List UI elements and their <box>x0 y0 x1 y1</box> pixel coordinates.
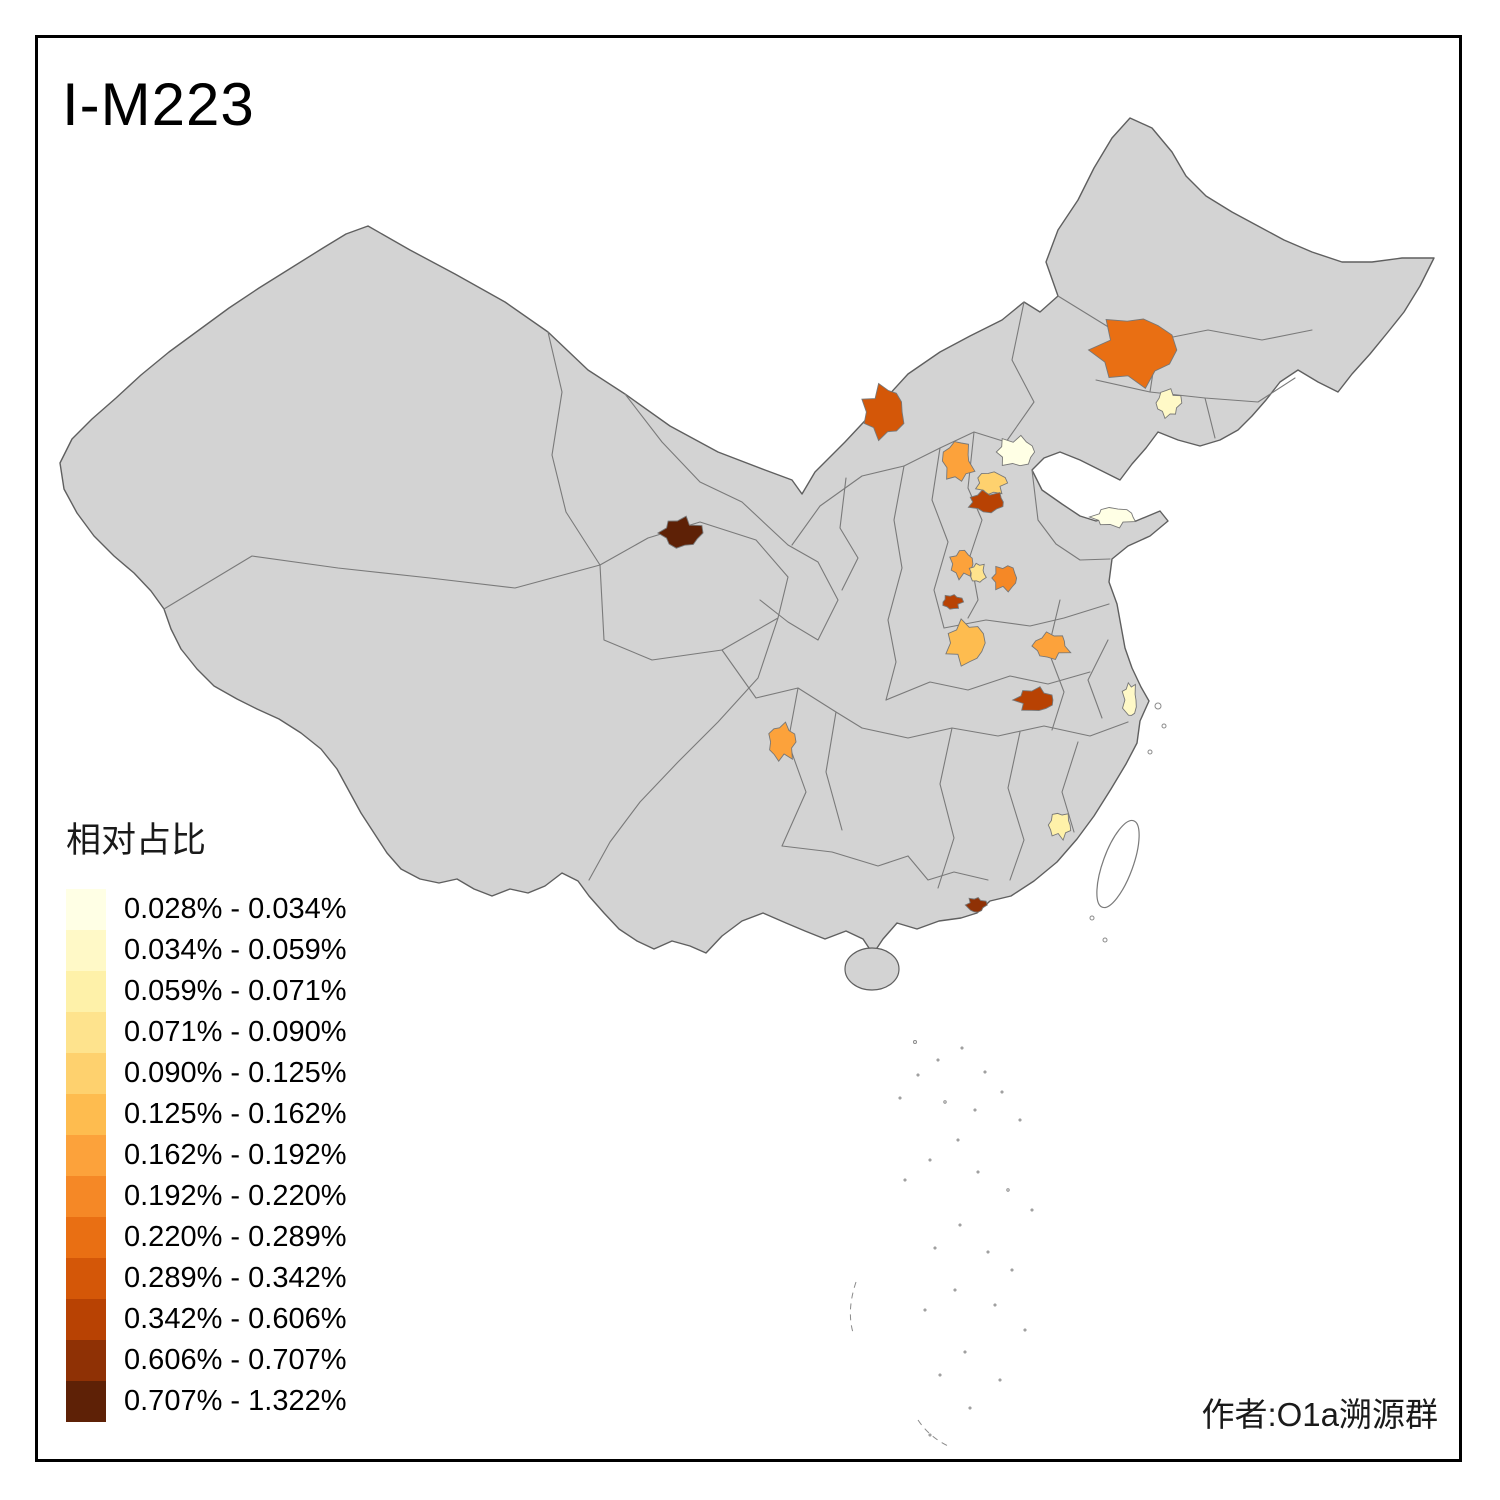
legend-swatch <box>66 1094 106 1135</box>
highlight-region <box>967 489 1004 514</box>
highlight-region <box>964 896 988 913</box>
legend-row: 0.606% - 0.707% <box>66 1340 346 1381</box>
legend-range-label: 0.125% - 0.162% <box>124 1098 347 1130</box>
legend-swatch <box>66 1053 106 1094</box>
highlight-region <box>995 434 1036 467</box>
legend-swatch <box>66 1012 106 1053</box>
legend-swatch <box>66 1381 106 1422</box>
legend-title: 相对占比 <box>66 821 207 860</box>
legend-swatch <box>66 971 106 1012</box>
highlight-region <box>1155 388 1183 420</box>
legend-range-label: 0.606% - 0.707% <box>124 1344 347 1376</box>
page-title: I-M223 <box>62 71 255 138</box>
highlight-region <box>1087 318 1178 389</box>
legend-swatch <box>66 1340 106 1381</box>
highlight-region <box>1088 507 1137 529</box>
legend-swatch <box>66 1299 106 1340</box>
legend-row: 0.289% - 0.342% <box>66 1258 346 1299</box>
legend-range-label: 0.028% - 0.034% <box>124 893 347 925</box>
highlight-region <box>1011 686 1054 711</box>
highlight-region <box>1031 631 1072 661</box>
south-china-sea-islets <box>849 1040 1034 1447</box>
legend-row: 0.059% - 0.071% <box>66 971 346 1012</box>
highlight-region <box>945 618 986 667</box>
highlight-region <box>768 721 797 762</box>
highlight-region <box>1047 812 1072 842</box>
legend-range-label: 0.034% - 0.059% <box>124 934 347 966</box>
highlight-region <box>968 562 987 583</box>
legend-range-label: 0.289% - 0.342% <box>124 1262 347 1294</box>
highlight-region <box>657 515 704 549</box>
legend-swatch <box>66 1135 106 1176</box>
legend-range-label: 0.059% - 0.071% <box>124 975 347 1007</box>
legend-swatch <box>66 1258 106 1299</box>
legend-range-label: 0.342% - 0.606% <box>124 1303 347 1335</box>
legend-swatch <box>66 889 106 930</box>
hainan-island <box>844 947 900 991</box>
legend-row: 0.071% - 0.090% <box>66 1012 346 1053</box>
highlight-region <box>942 594 965 610</box>
legend-row: 0.707% - 1.322% <box>66 1381 346 1422</box>
mainland-outline <box>59 117 1435 955</box>
legend-range-label: 0.162% - 0.192% <box>124 1139 347 1171</box>
legend-row: 0.125% - 0.162% <box>66 1094 346 1135</box>
highlight-region <box>949 549 974 581</box>
coastal-islets <box>1089 702 1167 943</box>
legend-range-label: 0.090% - 0.125% <box>124 1057 347 1089</box>
highlight-region <box>991 565 1018 593</box>
legend-swatch <box>66 1176 106 1217</box>
legend-swatch <box>66 930 106 971</box>
taiwan-island <box>1096 819 1140 909</box>
legend-items: 0.028% - 0.034% 0.034% - 0.059% 0.059% - 0… <box>66 889 346 1422</box>
legend-row: 0.192% - 0.220% <box>66 1176 346 1217</box>
legend-row: 0.034% - 0.059% <box>66 930 346 971</box>
legend-range-label: 0.220% - 0.289% <box>124 1221 347 1253</box>
author-credit: 作者:O1a溯源群 <box>1201 1396 1438 1433</box>
highlight-region <box>941 441 976 482</box>
legend-row: 0.162% - 0.192% <box>66 1135 346 1176</box>
legend-row: 0.028% - 0.034% <box>66 889 346 930</box>
legend-range-label: 0.707% - 1.322% <box>124 1385 347 1417</box>
legend-row: 0.342% - 0.606% <box>66 1299 346 1340</box>
legend-row: 0.090% - 0.125% <box>66 1053 346 1094</box>
legend-range-label: 0.192% - 0.220% <box>124 1180 347 1212</box>
legend-range-label: 0.071% - 0.090% <box>124 1016 347 1048</box>
islands <box>844 702 1167 1447</box>
highlight-regions <box>657 318 1183 913</box>
legend-swatch <box>66 1217 106 1258</box>
legend: 相对占比 0.028% - 0.034% 0.034% - 0.059% 0.059… <box>66 812 346 1422</box>
plot-border <box>35 35 1462 1462</box>
highlight-region <box>1121 681 1137 716</box>
legend-row: 0.220% - 0.289% <box>66 1217 346 1258</box>
highlight-region <box>861 382 905 442</box>
